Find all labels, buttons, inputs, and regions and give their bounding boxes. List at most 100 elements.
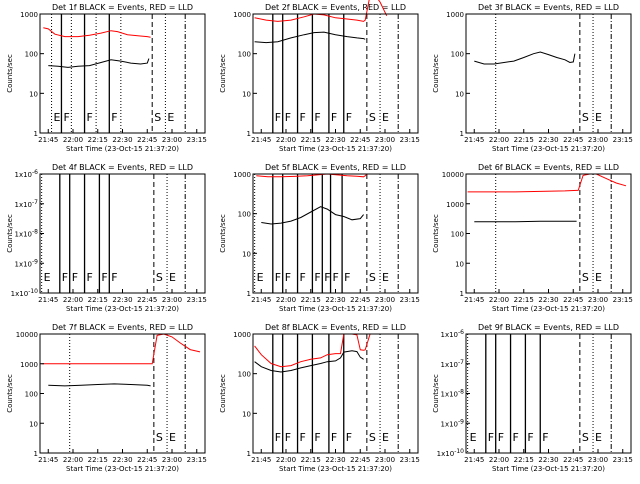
y-tick-label: 1x10-10 bbox=[437, 448, 464, 458]
x-tick-label: 22:45 bbox=[350, 136, 370, 144]
y-tick-label: 1x10-7 bbox=[441, 359, 465, 369]
marker-label: F bbox=[111, 271, 117, 284]
y-tick-label: 100 bbox=[25, 391, 38, 399]
x-tick-label: 22:15 bbox=[301, 296, 321, 304]
x-tick-label: 22:30 bbox=[112, 296, 132, 304]
marker-label: F bbox=[331, 111, 337, 124]
x-tick-label: 23:00 bbox=[162, 456, 182, 464]
y-axis-label: Counts/sec bbox=[432, 374, 440, 413]
y-tick-label: 100 bbox=[25, 51, 38, 59]
panel-title: Det 5f BLACK = Events, RED = LLD bbox=[265, 163, 406, 172]
y-tick-label: 10 bbox=[455, 260, 464, 268]
y-axis-label: Counts/sec bbox=[219, 374, 227, 413]
events-series-line bbox=[48, 383, 151, 387]
det-panel-7: Det 7f BLACK = Events, RED = LLD S E 1 10 100… bbox=[6, 323, 207, 473]
x-tick-label: 22:30 bbox=[538, 456, 558, 464]
x-axis-label: Start Time (23-Oct-15 21:37:20) bbox=[66, 465, 179, 473]
marker-label: F bbox=[300, 271, 306, 284]
marker-label: E bbox=[470, 431, 477, 444]
y-tick-label: 10000 bbox=[442, 171, 464, 179]
x-tick-label: 22:00 bbox=[489, 456, 509, 464]
marker-label: S bbox=[369, 111, 376, 124]
y-tick-label: 10 bbox=[29, 420, 38, 428]
panel-title: Det 4f BLACK = Events, RED = LLD bbox=[52, 163, 193, 172]
y-tick-label: 1000 bbox=[233, 331, 251, 339]
x-axis-label: Start Time (23-Oct-15 21:37:20) bbox=[66, 305, 179, 313]
y-axis-label: Counts/sec bbox=[6, 54, 14, 93]
marker-label: F bbox=[72, 271, 78, 284]
x-axis-label: Start Time (23-Oct-15 21:37:20) bbox=[492, 145, 605, 153]
det-panel-6: Det 6f BLACK = Events, RED = LLD S E 1 10 100… bbox=[432, 163, 633, 313]
x-tick-label: 22:30 bbox=[325, 296, 345, 304]
x-tick-label: 22:00 bbox=[489, 296, 509, 304]
x-tick-label: 23:15 bbox=[613, 136, 633, 144]
marker-label: F bbox=[542, 431, 548, 444]
x-tick-label: 21:45 bbox=[464, 296, 484, 304]
marker-label: S bbox=[582, 431, 589, 444]
lld-series-line bbox=[467, 173, 627, 193]
marker-label: F bbox=[62, 271, 68, 284]
x-tick-label: 23:00 bbox=[375, 456, 395, 464]
x-tick-label: 22:45 bbox=[563, 136, 583, 144]
marker-label: F bbox=[87, 111, 93, 124]
x-tick-label: 23:15 bbox=[187, 136, 207, 144]
lld-series-line bbox=[41, 333, 201, 365]
marker-label: S bbox=[369, 271, 376, 284]
marker-label: F bbox=[324, 271, 330, 284]
y-tick-label: 100 bbox=[451, 51, 464, 59]
y-tick-label: 1000 bbox=[446, 201, 464, 209]
x-tick-label: 23:15 bbox=[613, 296, 633, 304]
y-tick-label: 1x10-6 bbox=[441, 329, 465, 339]
marker-label: F bbox=[331, 431, 337, 444]
x-tick-label: 21:45 bbox=[251, 136, 271, 144]
x-tick-label: 22:15 bbox=[88, 136, 108, 144]
y-axis-label: Counts/sec bbox=[432, 214, 440, 253]
marker-label: E bbox=[595, 431, 602, 444]
y-tick-label: 1 bbox=[247, 450, 251, 458]
y-tick-label: 10 bbox=[242, 90, 251, 98]
y-tick-label: 1000 bbox=[233, 171, 251, 179]
y-tick-label: 1 bbox=[247, 130, 251, 138]
marker-label: F bbox=[314, 111, 320, 124]
x-tick-label: 21:45 bbox=[38, 136, 58, 144]
marker-label: E bbox=[169, 431, 176, 444]
x-tick-label: 22:45 bbox=[350, 296, 370, 304]
panel-title: Det 7f BLACK = Events, RED = LLD bbox=[52, 323, 193, 332]
x-tick-label: 23:00 bbox=[375, 296, 395, 304]
x-tick-label: 22:45 bbox=[563, 296, 583, 304]
y-tick-label: 1 bbox=[460, 290, 464, 298]
marker-label: E bbox=[382, 271, 389, 284]
x-tick-label: 22:30 bbox=[325, 136, 345, 144]
y-axis-label: Counts/sec bbox=[219, 54, 227, 93]
marker-label: F bbox=[346, 111, 352, 124]
x-tick-label: 22:15 bbox=[301, 136, 321, 144]
x-tick-label: 22:00 bbox=[276, 456, 296, 464]
panel-title: Det 6f BLACK = Events, RED = LLD bbox=[478, 163, 619, 172]
x-tick-label: 23:15 bbox=[187, 296, 207, 304]
marker-label: F bbox=[333, 271, 339, 284]
x-tick-label: 22:30 bbox=[112, 136, 132, 144]
marker-label: S bbox=[156, 431, 163, 444]
x-tick-label: 23:00 bbox=[588, 136, 608, 144]
marker-label: S bbox=[369, 431, 376, 444]
y-axis-label: Counts/sec bbox=[6, 374, 14, 413]
x-tick-label: 21:45 bbox=[464, 136, 484, 144]
marker-label: F bbox=[513, 431, 519, 444]
x-tick-label: 23:15 bbox=[400, 296, 420, 304]
marker-label: E bbox=[595, 271, 602, 284]
x-tick-label: 23:00 bbox=[588, 296, 608, 304]
marker-label: S bbox=[154, 111, 161, 124]
y-axis-label: Counts/sec bbox=[219, 214, 227, 253]
x-axis-label: Start Time (23-Oct-15 21:37:20) bbox=[279, 305, 392, 313]
y-tick-label: 100 bbox=[238, 371, 251, 379]
x-tick-label: 22:45 bbox=[137, 456, 157, 464]
y-tick-label: 100 bbox=[451, 231, 464, 239]
x-tick-label: 22:15 bbox=[514, 136, 534, 144]
marker-label: F bbox=[285, 431, 291, 444]
y-tick-label: 1000 bbox=[20, 361, 38, 369]
